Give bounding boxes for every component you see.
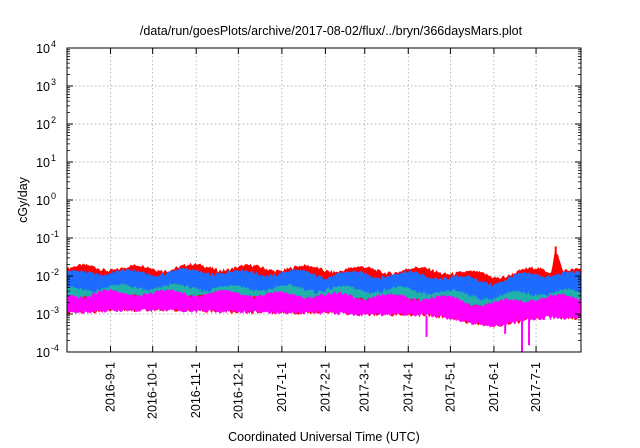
- y-tick-exponent: 4: [51, 39, 56, 49]
- y-tick-exponent: 2: [51, 115, 56, 125]
- y-tick-base: 10: [36, 346, 50, 360]
- y-axis-title: cGy/day: [16, 176, 30, 223]
- y-tick-exponent: -4: [51, 343, 59, 353]
- y-tick-exponent: -3: [51, 305, 59, 315]
- y-tick-base: 10: [36, 118, 50, 132]
- x-tick-labels: 2016-9-1 2016-10-1 2016-11-1 2016-12-1 2017-…: [104, 362, 544, 419]
- y-tick-base: 10: [36, 308, 50, 322]
- y-tick-label: 10 3: [36, 77, 56, 94]
- x-axis-title: Coordinated Universal Time (UTC): [228, 430, 420, 444]
- y-tick-exponent: -2: [51, 267, 59, 277]
- y-tick-base: 10: [36, 194, 50, 208]
- x-tick-label: 2017-4-1: [401, 362, 415, 412]
- y-tick-base: 10: [36, 270, 50, 284]
- y-tick-base: 10: [36, 80, 50, 94]
- y-tick-label: 10 -3: [36, 305, 59, 322]
- tick-layer: [67, 47, 581, 353]
- y-tick-exponent: 0: [51, 191, 56, 201]
- x-tick-label: 2016-10-1: [146, 362, 160, 419]
- y-tick-exponent: 1: [51, 153, 56, 163]
- y-tick-label: 10 -1: [36, 229, 59, 246]
- x-tick-label: 2017-7-1: [529, 362, 543, 412]
- x-tick-label: 2016-11-1: [189, 362, 203, 418]
- series-layer: [66, 250, 582, 328]
- x-tick-label: 2017-6-1: [487, 362, 501, 412]
- y-tick-label: 10 4: [36, 39, 56, 56]
- x-tick-label: 2017-5-1: [443, 362, 457, 412]
- y-tick-exponent: -1: [51, 229, 59, 239]
- y-tick-label: 10 2: [36, 115, 56, 132]
- y-tick-exponent: 3: [51, 77, 56, 87]
- y-tick-label: 10 0: [36, 191, 56, 208]
- chart-title: /data/run/goesPlots/archive/2017-08-02/f…: [140, 24, 523, 38]
- x-tick-label: 2017-1-1: [275, 362, 289, 412]
- y-tick-base: 10: [36, 42, 50, 56]
- y-tick-label: 10 -4: [36, 343, 59, 360]
- x-tick-label: 2017-2-1: [318, 362, 332, 412]
- y-tick-base: 10: [36, 232, 50, 246]
- annotation-layer: [425, 246, 557, 352]
- y-tick-label: 10 -2: [36, 267, 59, 284]
- x-tick-label: 2016-12-1: [231, 362, 245, 419]
- y-tick-label: 10 1: [36, 153, 56, 170]
- x-tick-label: 2017-3-1: [358, 362, 372, 412]
- x-tick-label: 2016-9-1: [104, 362, 118, 412]
- y-tick-base: 10: [36, 156, 50, 170]
